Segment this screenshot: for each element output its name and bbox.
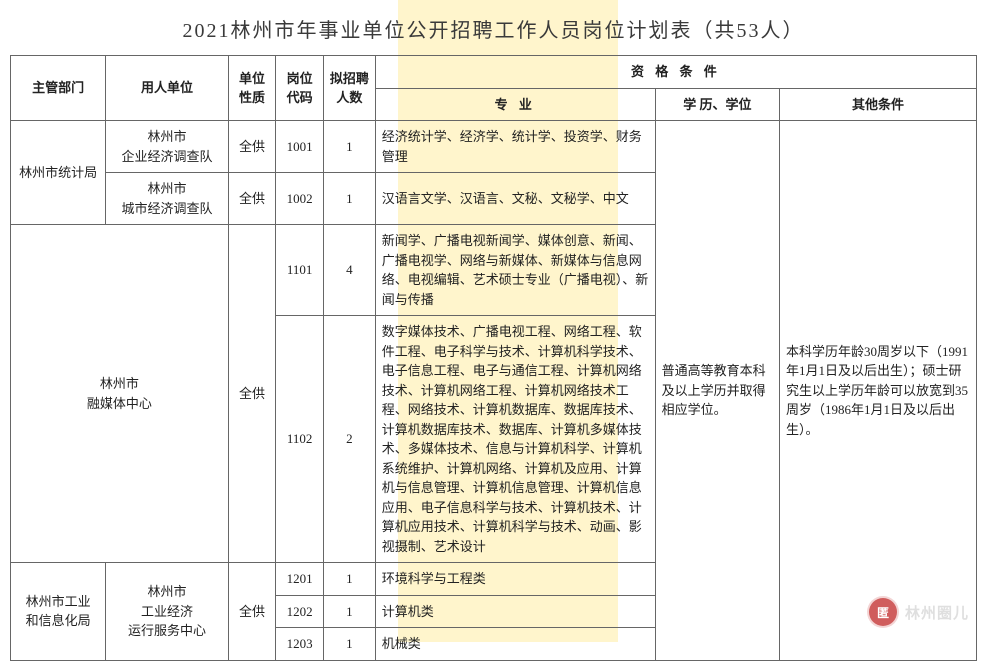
cell-dept: 林州市融媒体中心	[11, 225, 229, 563]
cell-recruit-num: 4	[323, 225, 375, 316]
cell-employer: 林州市城市经济调查队	[106, 173, 228, 225]
cell-recruit-num: 1	[323, 628, 375, 661]
cell-major: 经济统计学、经济学、统计学、投资学、财务管理	[375, 121, 655, 173]
th-qualifications: 资 格 条 件	[375, 56, 976, 89]
cell-post-code: 1201	[276, 563, 324, 596]
cell-post-code: 1101	[276, 225, 324, 316]
th-unit-type: 单位性质	[228, 56, 276, 121]
cell-unit-type: 全供	[228, 563, 276, 661]
th-other: 其他条件	[780, 88, 977, 121]
cell-recruit-num: 1	[323, 595, 375, 628]
cell-post-code: 1202	[276, 595, 324, 628]
table-row: 林州市统计局 林州市企业经济调查队 全供 1001 1 经济统计学、经济学、统计…	[11, 121, 977, 173]
cell-other: 本科学历年龄30周岁以下（1991年1月1日及以后出生）；硕士研究生以上学历年龄…	[780, 121, 977, 661]
cell-post-code: 1203	[276, 628, 324, 661]
cell-major: 计算机类	[375, 595, 655, 628]
cell-unit-type: 全供	[228, 225, 276, 563]
recruitment-table: 主管部门 用人单位 单位性质 岗位代码 拟招聘人数 资 格 条 件 专 业 学 …	[10, 55, 977, 661]
cell-recruit-num: 2	[323, 316, 375, 563]
th-major: 专 业	[375, 88, 655, 121]
cell-unit-type: 全供	[228, 173, 276, 225]
cell-education: 普通高等教育本科及以上学历并取得相应学位。	[655, 121, 779, 661]
cell-post-code: 1002	[276, 173, 324, 225]
cell-dept: 林州市工业和信息化局	[11, 563, 106, 661]
cell-major: 数字媒体技术、广播电视工程、网络工程、软件工程、电子科学与技术、计算机科学技术、…	[375, 316, 655, 563]
cell-recruit-num: 1	[323, 563, 375, 596]
cell-major: 环境科学与工程类	[375, 563, 655, 596]
cell-dept: 林州市统计局	[11, 121, 106, 225]
th-post-code: 岗位代码	[276, 56, 324, 121]
cell-recruit-num: 1	[323, 121, 375, 173]
page-title: 2021林州市年事业单位公开招聘工作人员岗位计划表（共53人）	[10, 8, 977, 55]
cell-major: 机械类	[375, 628, 655, 661]
cell-employer: 林州市工业经济运行服务中心	[106, 563, 228, 661]
cell-major: 汉语言文学、汉语言、文秘、文秘学、中文	[375, 173, 655, 225]
cell-unit-type: 全供	[228, 121, 276, 173]
cell-major: 新闻学、广播电视新闻学、媒体创意、新闻、广播电视学、网络与新媒体、新媒体与信息网…	[375, 225, 655, 316]
cell-recruit-num: 1	[323, 173, 375, 225]
cell-employer: 林州市企业经济调查队	[106, 121, 228, 173]
th-recruit-num: 拟招聘人数	[323, 56, 375, 121]
cell-post-code: 1102	[276, 316, 324, 563]
th-education: 学 历、学位	[655, 88, 779, 121]
cell-post-code: 1001	[276, 121, 324, 173]
th-employer: 用人单位	[106, 56, 228, 121]
th-dept: 主管部门	[11, 56, 106, 121]
